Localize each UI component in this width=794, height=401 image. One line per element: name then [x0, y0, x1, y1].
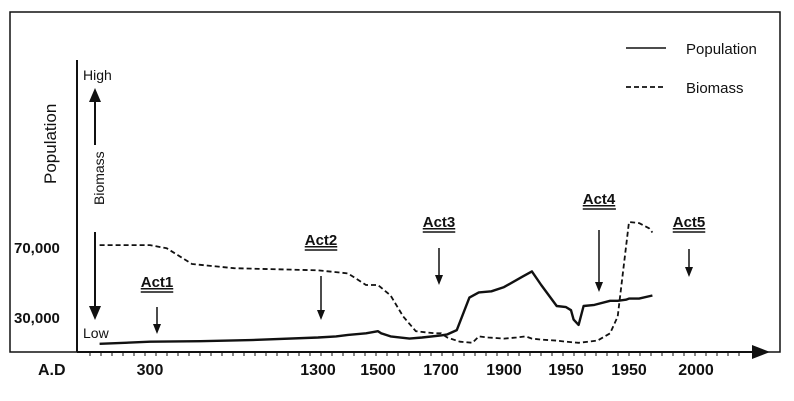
x-tick-label: 2000 [678, 362, 714, 379]
y-down-arrowhead [89, 306, 101, 320]
y-axis-title: Population [41, 104, 60, 184]
act-arrowhead [153, 324, 161, 334]
act-arrowhead [435, 275, 443, 285]
act-label: Act2 [305, 232, 338, 249]
act-label: Act4 [583, 191, 616, 208]
y-low-label: Low [83, 325, 110, 341]
x-tick-label: 300 [137, 362, 164, 379]
act-annotation-5: Act5 [672, 214, 706, 277]
act-arrowhead [595, 282, 603, 292]
legend-label-biomass: Biomass [686, 80, 744, 97]
x-axis-arrowhead [752, 345, 770, 359]
act-label: Act3 [423, 214, 456, 231]
secondary-y-axis-title: Biomass [91, 151, 107, 205]
act-label: Act5 [673, 214, 706, 231]
act-arrowhead [685, 267, 693, 277]
x-tick-label: 1300 [300, 362, 336, 379]
x-minor-ticks [89, 352, 740, 356]
act-annotation-4: Act4 [582, 191, 616, 292]
x-tick-label: 1700 [423, 362, 459, 379]
chart-border [9, 11, 781, 353]
y-tick-label-70000: 70,000 [14, 240, 60, 257]
legend-label-population: Population [686, 41, 757, 58]
x-tick-label: 1950 [548, 362, 584, 379]
act-label: Act1 [141, 274, 174, 291]
act-annotation-1: Act1 [140, 274, 174, 334]
x-tick-label: 1500 [360, 362, 396, 379]
act-annotation-2: Act2 [304, 232, 338, 320]
act-arrowhead [317, 310, 325, 320]
series-line-biomass [99, 221, 654, 344]
x-tick-label: 1900 [486, 362, 522, 379]
y-high-label: High [83, 67, 112, 83]
act-annotation-3: Act3 [422, 214, 456, 285]
series-line-population [99, 270, 653, 345]
x-tick-label: 1950 [611, 362, 647, 379]
y-up-arrowhead [89, 88, 101, 102]
y-tick-label-30000: 30,000 [14, 310, 60, 327]
x-axis-title: A.D [38, 362, 66, 379]
